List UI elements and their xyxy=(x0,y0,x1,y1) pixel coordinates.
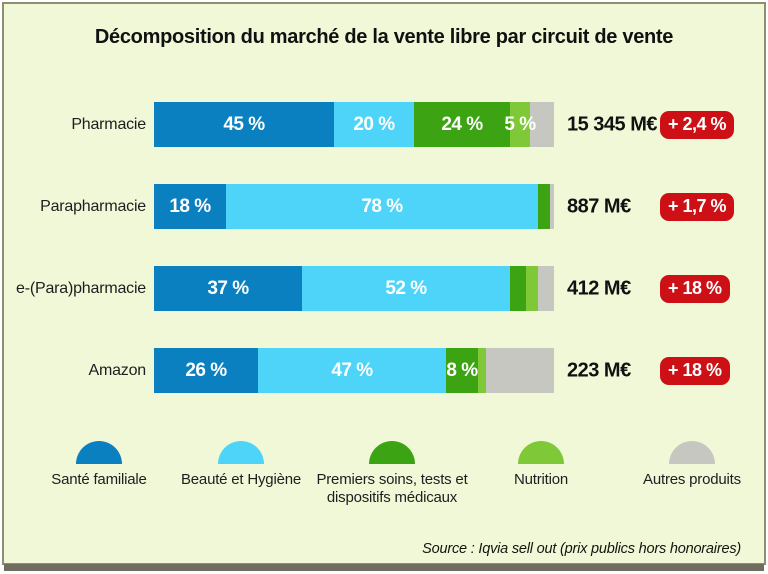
bar-segment-autres_produits xyxy=(538,266,554,311)
legend-label: Beauté et Hygiène xyxy=(180,471,302,488)
segment-value-label: 45 % xyxy=(223,113,265,135)
category-label: e-(Para)pharmacie xyxy=(16,279,146,297)
legend-swatch-dome-icon xyxy=(218,441,264,464)
segment-value-label: 26 % xyxy=(185,359,227,381)
legend-label: Premiers soins, tests et dispositifs méd… xyxy=(316,471,468,506)
legend-item: Autres produits xyxy=(617,441,767,489)
bottom-shadow-strip xyxy=(4,564,764,571)
legend-item: Santé familiale xyxy=(24,441,174,489)
segment-value-label: 18 % xyxy=(169,195,211,217)
row-total-value: 412 M€ xyxy=(567,277,631,299)
segment-value-label: 37 % xyxy=(207,277,249,299)
source-note: Source : Iqvia sell out (prix publics ho… xyxy=(422,541,741,557)
bar-segment-sante_familiale xyxy=(154,266,302,311)
bar-segment-beaute_hygiene xyxy=(226,184,538,229)
bar-segment-nutrition xyxy=(478,348,486,393)
legend-swatch-dome-icon xyxy=(518,441,564,464)
bar-segment-beaute_hygiene xyxy=(258,348,446,393)
category-label: Parapharmacie xyxy=(40,197,146,215)
bar-segment-beaute_hygiene xyxy=(334,102,414,147)
legend-swatch-dome-icon xyxy=(369,441,415,464)
bar-segment-sante_familiale xyxy=(154,102,334,147)
bar-segment-nutrition xyxy=(526,266,538,311)
bar-segment-autres_produits xyxy=(550,184,554,229)
bar-segment-premiers_soins xyxy=(414,102,510,147)
chart-row: Amazon 26 % 47 % 8 % 223 M€ + 18 % xyxy=(4,348,768,393)
bar-segment-autres_produits xyxy=(530,102,554,147)
bar-segment-premiers_soins xyxy=(510,266,526,311)
row-total-value: 223 M€ xyxy=(567,359,631,381)
bar-segment-sante_familiale xyxy=(154,348,258,393)
stacked-bar: 26 % 47 % 8 % xyxy=(154,348,554,393)
page-title: Décomposition du marché de la vente libr… xyxy=(94,26,674,48)
legend-item: Nutrition xyxy=(476,441,606,489)
bar-segment-premiers_soins xyxy=(446,348,478,393)
legend-item: Beauté et Hygiène xyxy=(161,441,321,489)
row-total-value: 15 345 M€ xyxy=(567,113,658,135)
bar-segment-beaute_hygiene xyxy=(302,266,510,311)
chart-row: e-(Para)pharmacie 37 % 52 % 412 M€ + 18 % xyxy=(4,266,768,311)
segment-value-label: 20 % xyxy=(353,113,395,135)
category-label: Amazon xyxy=(88,361,147,379)
bar-segment-sante_familiale xyxy=(154,184,226,229)
stacked-bar: 18 % 78 % xyxy=(154,184,554,229)
legend-label: Santé familiale xyxy=(51,471,147,488)
legend-item: Premiers soins, tests et dispositifs méd… xyxy=(297,441,487,506)
segment-value-label: 8 % xyxy=(446,359,478,381)
stacked-bar-chart: Pharmacie 45 % 20 % 24 % 5 % 15 345 M€ + 2,4 %… xyxy=(4,4,768,434)
legend-swatch-dome-icon xyxy=(669,441,715,464)
legend-swatch-dome-icon xyxy=(76,441,122,464)
bar-segment-premiers_soins xyxy=(538,184,550,229)
growth-badge: + 18 % xyxy=(660,274,730,303)
segment-value-label: 52 % xyxy=(385,277,427,299)
chart-row: Parapharmacie 18 % 78 % 887 M€ + 1,7 % xyxy=(4,184,768,229)
legend-label: Autres produits xyxy=(643,471,741,488)
segment-value-label: 24 % xyxy=(441,113,483,135)
growth-badge: + 18 % xyxy=(660,356,730,385)
segment-value-label: 5 % xyxy=(504,113,536,135)
legend-label: Nutrition xyxy=(513,471,569,488)
growth-badge: + 2,4 % xyxy=(660,110,735,139)
row-total-value: 887 M€ xyxy=(567,195,631,217)
infographic-frame: Décomposition du marché de la vente libr… xyxy=(2,2,766,565)
stacked-bar: 45 % 20 % 24 % 5 % xyxy=(154,102,554,147)
segment-value-label: 47 % xyxy=(331,359,373,381)
growth-badge: + 1,7 % xyxy=(660,192,735,221)
chart-row: Pharmacie 45 % 20 % 24 % 5 % 15 345 M€ + 2,4 % xyxy=(4,102,768,147)
bar-segment-nutrition xyxy=(510,102,530,147)
category-label: Pharmacie xyxy=(71,115,146,133)
stacked-bar: 37 % 52 % xyxy=(154,266,554,311)
bar-segment-autres_produits xyxy=(486,348,554,393)
legend: Santé familiale Beauté et Hygiène Premiers… xyxy=(4,4,768,506)
segment-value-label: 78 % xyxy=(361,195,403,217)
